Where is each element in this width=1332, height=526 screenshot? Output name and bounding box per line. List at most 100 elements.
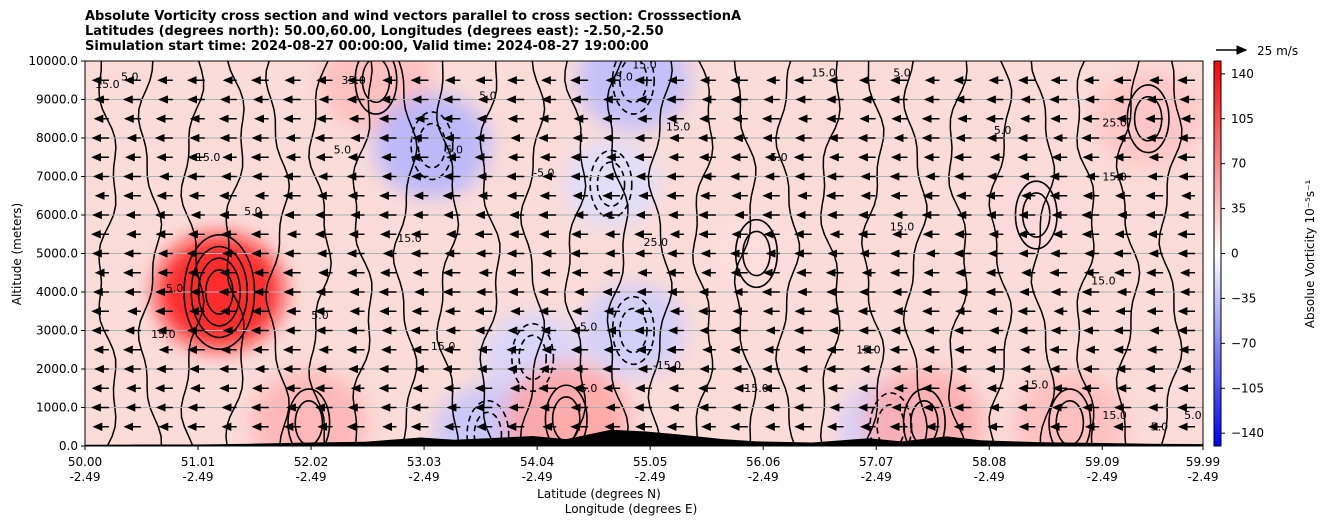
contour-label: 25.0	[644, 236, 669, 249]
contour-label: 15.0	[397, 232, 422, 245]
contour-label: 15.0	[666, 120, 691, 133]
x-tick-label-lon: -2.49	[182, 470, 213, 484]
contour-label: 5.0	[580, 382, 598, 395]
vorticity-blob	[562, 141, 659, 228]
contour-label: 15.0	[431, 340, 456, 353]
x-tick-label-lon: -2.49	[522, 470, 553, 484]
x-tick-label-lat: 59.99	[1186, 455, 1220, 469]
contour-label: 15.0	[95, 78, 120, 91]
colorbar-ticks: 140 105 70 35 0 −35 −70 −105 −140	[1221, 67, 1264, 440]
y-tick-label: 10000.0	[28, 54, 78, 68]
y-tick-label: 4000.0	[36, 285, 78, 299]
x-tick-label-lat: 53.03	[407, 455, 441, 469]
contour-label: 15.0	[151, 328, 176, 341]
colorbar-tick-label: 0	[1231, 247, 1239, 261]
vorticity-contour	[417, 122, 447, 169]
x-tick-label-lon: -2.49	[861, 470, 892, 484]
chart-title-line-3: Simulation start time: 2024-08-27 00:00:…	[85, 39, 649, 54]
contour-label: 5.0	[311, 309, 329, 322]
contour-label: 5.0	[479, 90, 497, 103]
contour-label: 15.0	[856, 344, 881, 357]
colorbar-label: Absolue Vorticity 10⁻⁵s⁻¹	[1303, 180, 1317, 329]
colorbar-tick-label: −35	[1231, 291, 1256, 305]
vorticity-blob	[373, 93, 490, 198]
x-tick-label-lon: -2.49	[748, 470, 779, 484]
colorbar-gradient	[1214, 61, 1221, 446]
contour-label: 35.0	[341, 74, 366, 87]
x-tick-label-lon: -2.49	[296, 470, 327, 484]
x-tick-label-lat: 59.09	[1085, 455, 1119, 469]
x-tick-label-lat: 52.02	[294, 455, 328, 469]
x-tick-label-lat: 58.08	[972, 455, 1006, 469]
x-tick-label-lat: 55.05	[633, 455, 667, 469]
colorbar-tick-label: 140	[1231, 67, 1254, 81]
quiver-key-label: 25 m/s	[1257, 44, 1298, 58]
vorticity-contour	[611, 61, 655, 115]
wind-vectors	[91, 76, 1196, 431]
y-tick-label: 1000.0	[36, 401, 78, 415]
x-tick-label-lat: 51.01	[181, 455, 215, 469]
x-tick-label-lat: 56.06	[746, 455, 780, 469]
contour-label: 5.0	[446, 143, 464, 156]
colorbar-tick-label: 70	[1231, 157, 1246, 171]
x-tick-label-lat: 54.04	[520, 455, 554, 469]
contour-label: -5.0	[533, 167, 554, 180]
contour-label: 15.0	[1102, 170, 1127, 183]
y-tick-label: 6000.0	[36, 208, 78, 222]
contour-label: 5.0	[1151, 421, 1169, 434]
contour-label: 15.0	[196, 151, 221, 164]
x-tick-label-lon: -2.49	[635, 470, 666, 484]
contour-label: 15.0	[1024, 378, 1049, 391]
vorticity-contour	[596, 161, 626, 208]
contour-label: 15.0	[890, 220, 915, 233]
y-tick-label: 0.0	[59, 439, 78, 453]
x-axis-label-latitude: Latitude (degrees N)	[537, 487, 661, 501]
vorticity-contour	[410, 111, 454, 181]
x-axis-label-longitude: Longitude (degrees E)	[565, 502, 698, 516]
contour-label: 15.0	[1102, 409, 1127, 422]
x-tick-label-lat: 57.07	[859, 455, 893, 469]
colorbar-tick-label: −105	[1231, 381, 1264, 395]
y-tick-label: 2000.0	[36, 362, 78, 376]
vorticity-contour	[544, 384, 588, 446]
contour-label: 5.0	[244, 205, 262, 218]
contour-label: 15.0	[632, 59, 657, 72]
contour-label: 5.0	[121, 70, 139, 83]
vorticity-blob	[250, 370, 367, 446]
vorticity-blob	[577, 61, 690, 131]
colorbar-tick-label: 105	[1231, 112, 1254, 126]
contour-label: 5.0	[1184, 409, 1202, 422]
vorticity-contour	[473, 411, 503, 446]
contour-labels: 15.05.015.05.015.05.05.05.035.015.015.05…	[95, 59, 1202, 434]
contour-label: -5.0	[611, 70, 632, 83]
contour-label: -15.0	[653, 359, 681, 372]
plot-area: 15.05.015.05.015.05.05.05.035.015.015.05…	[85, 59, 1203, 446]
x-tick-label-lon: -2.49	[1187, 470, 1218, 484]
terrain	[85, 429, 1203, 446]
chart-title-line-2: Latitudes (degrees north): 50.00,60.00, …	[85, 24, 664, 39]
contour-label: 5.0	[580, 321, 598, 334]
vorticity-contour	[466, 399, 510, 446]
y-tick-label: 5000.0	[36, 247, 78, 261]
chart-title-line-1: Absolute Vorticity cross section and win…	[85, 9, 742, 24]
vorticity-contour	[518, 334, 548, 381]
contour-label: 5.0	[166, 282, 184, 295]
y-axis: 0.0 1000.0 2000.0 3000.0 4000.0 5000.0 6000.0 7…	[28, 54, 85, 453]
x-tick-label-lon: -2.49	[69, 470, 100, 484]
vorticity-blob	[504, 363, 629, 446]
colorbar-tick-label: 35	[1231, 202, 1246, 216]
contour-label: 15.0	[744, 382, 769, 395]
y-tick-label: 7000.0	[36, 170, 78, 184]
contour-label: 5.0	[994, 124, 1012, 137]
y-tick-label: 9000.0	[36, 93, 78, 107]
contour-label: 5.0	[334, 143, 352, 156]
y-tick-label: 3000.0	[36, 324, 78, 338]
contour-label: 15.0	[811, 66, 836, 79]
x-tick-label-lon: -2.49	[974, 470, 1005, 484]
colorbar-tick-label: −140	[1231, 426, 1264, 440]
contour-label: 25.0	[1102, 116, 1127, 129]
y-tick-label: 8000.0	[36, 131, 78, 145]
x-tick-label-lat: 50.00	[68, 455, 102, 469]
contour-label: 15.0	[1091, 274, 1116, 287]
